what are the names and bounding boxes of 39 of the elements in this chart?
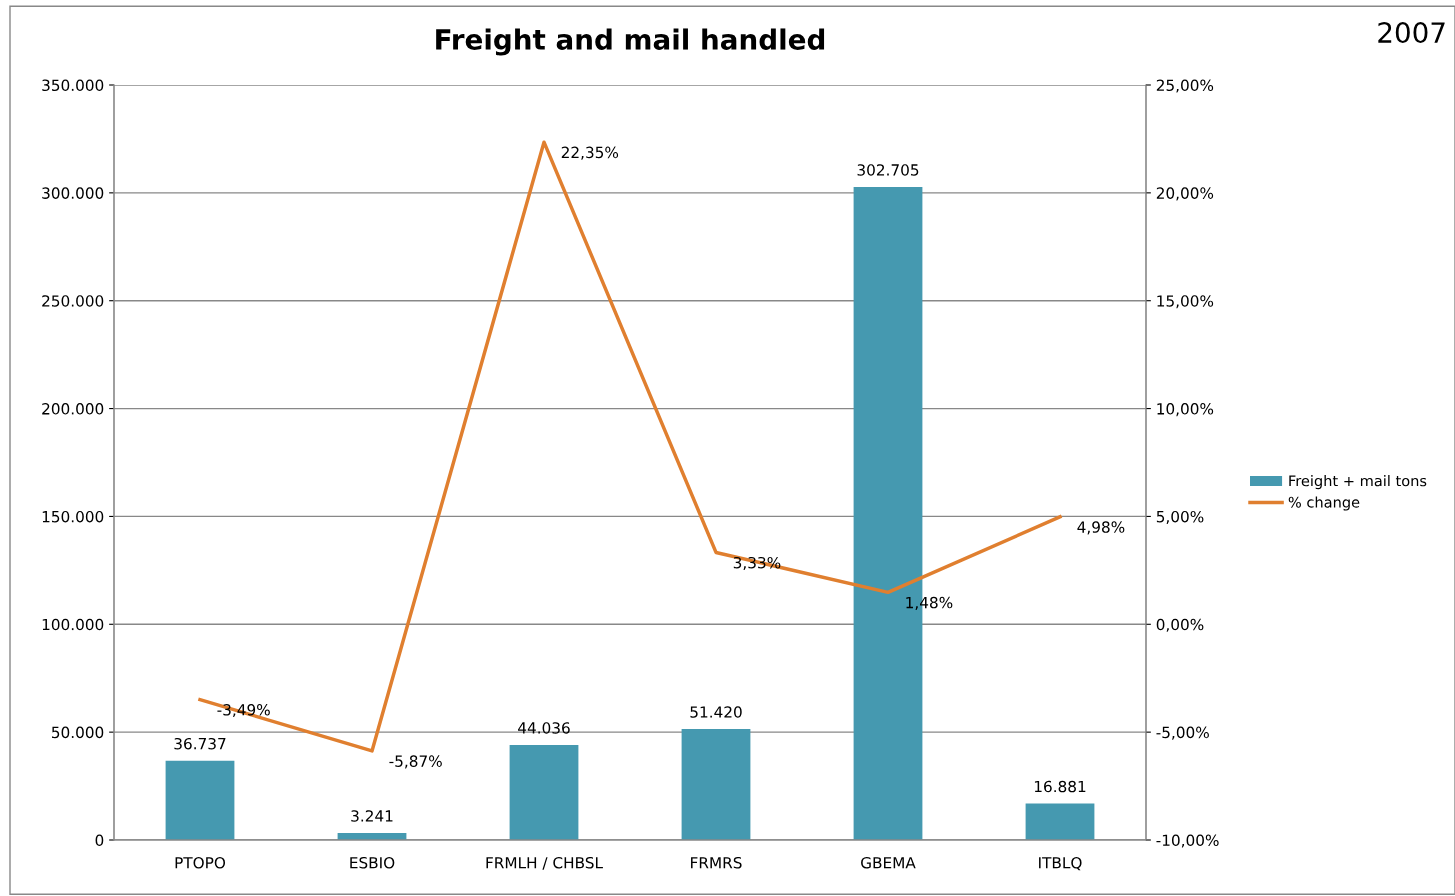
y2-tick-label: 5,00%	[1156, 510, 1204, 525]
y2-tick-label: 0,00%	[1156, 618, 1204, 632]
y-tick-label: 350.000	[42, 79, 104, 92]
data-label: -5,87%	[389, 755, 442, 769]
y2-tick-label: 20,00%	[1156, 187, 1214, 201]
data-label: 3.241	[351, 810, 393, 822]
x-tick-label: ITBLQ	[1039, 856, 1082, 871]
data-label: 22,35%	[561, 146, 619, 160]
data-label: 36.737	[174, 737, 226, 750]
data-label: 44.036	[518, 722, 570, 734]
y2-tick-label: -10,00%	[1156, 834, 1219, 848]
data-label: 4,98%	[1077, 521, 1125, 535]
y-tick-label: 0	[95, 834, 104, 847]
y2-tick-label: 25,00%	[1156, 79, 1214, 93]
bar	[681, 729, 751, 840]
x-tick-label: FRMRS	[691, 856, 742, 869]
text: 2007	[1378, 22, 1445, 44]
y-tick-label: 300.000	[42, 187, 104, 199]
y-tick-label: 250.000	[42, 295, 104, 307]
bar	[509, 745, 579, 840]
x-tick-label: GBEMA	[861, 856, 916, 869]
data-label: 16.881	[1034, 780, 1086, 793]
bar	[1025, 803, 1095, 840]
y2-tick-label: 15,00%	[1157, 295, 1214, 309]
data-label: 51.420	[690, 706, 742, 718]
y-tick-label: 100.000	[42, 618, 104, 631]
x-tick-label: FRMLH / CHBSL	[486, 856, 603, 870]
legend-label: % change	[1288, 496, 1360, 511]
legend-label: Freight + mail tons	[1289, 475, 1427, 490]
y-tick-label: 200.000	[42, 403, 104, 415]
chart-title: Freight and mail handled	[436, 28, 825, 56]
data-label: 302.705	[857, 164, 919, 176]
y-tick-label: 150.000	[42, 510, 104, 523]
y-tick-label: 50.000	[52, 726, 104, 739]
y2-tick-label: -5,00%	[1156, 726, 1209, 740]
x-tick-label: ESBIO	[350, 856, 395, 869]
y2-tick-label: 10,00%	[1157, 403, 1214, 417]
bar	[165, 760, 235, 840]
x-tick-label: PTOPO	[175, 856, 226, 869]
